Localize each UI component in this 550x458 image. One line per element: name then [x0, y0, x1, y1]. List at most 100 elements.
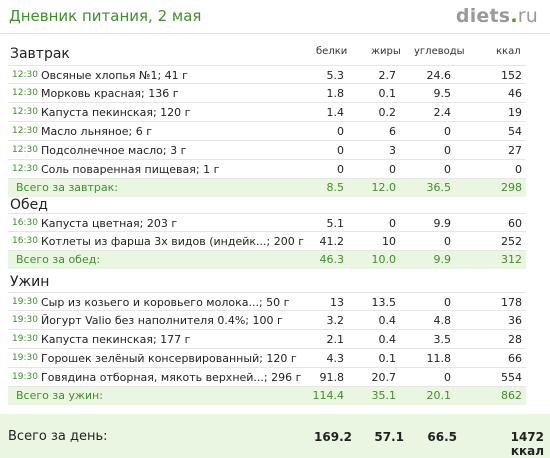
day-total-fat: 57.1: [374, 430, 404, 444]
food-row[interactable]: 19:30 Капуста пекинская; 177 г 2.1 0.4 3.5 28: [8, 330, 526, 349]
food-row[interactable]: 12:30 Овсяные хлопья №1; 41 г 5.3 2.7 24.6 15…: [8, 65, 526, 84]
meal-total-label: Всего за завтрак:: [16, 181, 119, 194]
food-carbs: 3.5: [433, 333, 452, 346]
food-time: 19:30: [12, 297, 38, 307]
meal-total-kcal: 312: [501, 253, 522, 266]
food-row[interactable]: 16:30 Котлеты из фарша 3х видов (индейк..…: [8, 232, 526, 251]
food-kcal: 27: [508, 144, 522, 157]
food-fat: 0: [389, 217, 396, 230]
food-time: 19:30: [12, 372, 38, 382]
food-protein: 0: [337, 144, 344, 157]
food-carbs: 0: [444, 163, 451, 176]
food-name[interactable]: Овсяные хлопья №1; 41 г: [41, 69, 188, 82]
meal-total-fat: 10.0: [371, 253, 397, 266]
logo-tld: ru: [517, 5, 538, 27]
food-row[interactable]: 19:30 Йогурт Valio без наполнителя 0.4%; …: [8, 311, 526, 330]
meal-total-protein: 8.5: [326, 181, 345, 194]
meal-total-lunch: Всего за обед: 46.3 10.0 9.9 312: [8, 251, 526, 269]
food-carbs: 4.8: [433, 314, 452, 327]
food-row[interactable]: 16:30 Капуста цветная; 203 г 5.1 0 9.9 60: [8, 213, 526, 232]
food-row[interactable]: 12:30 Соль поваренная пищевая; 1 г 0 0 0 0: [8, 160, 526, 179]
section-title-dinner: Ужин: [10, 274, 50, 290]
food-row[interactable]: 12:30 Морковь красная; 136 г 1.8 0.1 9.5 46: [8, 84, 526, 103]
food-name[interactable]: Капуста пекинская; 177 г: [41, 333, 191, 346]
section-title-breakfast: Завтрак: [10, 46, 70, 62]
food-row[interactable]: 12:30 Капуста пекинская; 120 г 1.4 0.2 2.4 19: [8, 103, 526, 122]
food-carbs: 9.5: [433, 87, 452, 100]
logo-main: diets: [455, 5, 511, 27]
food-name[interactable]: Говядина отборная, мякоть верхней...; 29…: [41, 371, 302, 384]
food-protein: 5.1: [326, 217, 345, 230]
food-protein: 1.4: [326, 106, 345, 119]
food-name[interactable]: Капуста пекинская; 120 г: [41, 106, 191, 119]
food-carbs: 0: [444, 296, 451, 309]
food-time: 16:30: [12, 218, 38, 228]
food-carbs: 24.6: [426, 69, 452, 82]
food-kcal: 0: [515, 163, 522, 176]
food-name[interactable]: Горошек зелёный консервированный; 120 г: [41, 352, 297, 365]
day-total-carbs: 66.5: [427, 430, 457, 444]
meal-total-breakfast: Всего за завтрак: 8.5 12.0 36.5 298: [8, 179, 526, 197]
meal-total-fat: 12.0: [371, 181, 397, 194]
food-time: 12:30: [12, 107, 38, 117]
food-kcal: 554: [501, 371, 522, 384]
col-protein: белки: [316, 46, 348, 57]
food-time: 12:30: [12, 88, 38, 98]
food-name[interactable]: Морковь красная; 136 г: [41, 87, 179, 100]
food-protein: 41.2: [319, 235, 345, 248]
food-row[interactable]: 19:30 Горошек зелёный консервированный; 1…: [8, 349, 526, 368]
food-name[interactable]: Масло льняное; 6 г: [41, 125, 153, 138]
meal-total-fat: 35.1: [371, 389, 397, 402]
site-logo[interactable]: diets.ru: [456, 5, 538, 27]
food-protein: 1.8: [326, 87, 345, 100]
food-name[interactable]: Сыр из козьего и коровьего молока...; 50…: [41, 296, 290, 309]
food-name[interactable]: Йогурт Valio без наполнителя 0.4%; 100 г: [41, 314, 283, 327]
food-protein: 13: [330, 296, 344, 309]
page-title: Дневник питания, 2 мая: [9, 7, 202, 25]
meal-total-kcal: 862: [501, 389, 522, 402]
col-carbs: углеводы: [414, 46, 465, 57]
food-kcal: 178: [501, 296, 522, 309]
meal-total-label: Всего за обед:: [16, 253, 101, 266]
food-row[interactable]: 12:30 Подсолнечное масло; 3 г 0 3 0 27: [8, 141, 526, 160]
food-kcal: 28: [508, 333, 522, 346]
food-name[interactable]: Подсолнечное масло; 3 г: [41, 144, 187, 157]
logo-dot: .: [510, 5, 518, 27]
food-name[interactable]: Капуста цветная; 203 г: [41, 217, 178, 230]
meal-total-carbs: 36.5: [426, 181, 452, 194]
food-carbs: 0: [444, 371, 451, 384]
food-protein: 5.3: [326, 69, 345, 82]
food-protein: 2.1: [326, 333, 345, 346]
food-name[interactable]: Соль поваренная пищевая; 1 г: [41, 163, 220, 176]
day-total: Всего за день: 169.2 57.1 66.5 1472 ккал: [0, 414, 550, 458]
food-protein: 0: [337, 125, 344, 138]
food-kcal: 54: [508, 125, 522, 138]
food-row[interactable]: 12:30 Масло льняное; 6 г 0 6 0 54: [8, 122, 526, 141]
food-fat: 0: [389, 163, 396, 176]
food-time: 12:30: [12, 70, 38, 80]
day-total-kcal: 1472 ккал: [510, 430, 544, 458]
food-name[interactable]: Котлеты из фарша 3х видов (индейк...; 20…: [41, 235, 304, 248]
food-kcal: 152: [501, 69, 522, 82]
food-carbs: 0: [444, 235, 451, 248]
food-time: 19:30: [12, 334, 38, 344]
food-fat: 0.1: [378, 352, 397, 365]
food-kcal: 252: [501, 235, 522, 248]
food-fat: 3: [389, 144, 396, 157]
meal-total-protein: 46.3: [319, 253, 345, 266]
meal-total-label: Всего за ужин:: [16, 389, 103, 402]
day-total-label: Всего за день:: [8, 429, 108, 444]
food-kcal: 19: [508, 106, 522, 119]
food-carbs: 2.4: [433, 106, 452, 119]
col-fat: жиры: [371, 46, 401, 57]
food-carbs: 11.8: [426, 352, 452, 365]
food-row[interactable]: 19:30 Говядина отборная, мякоть верхней..…: [8, 368, 526, 387]
food-protein: 0: [337, 163, 344, 176]
food-time: 19:30: [12, 353, 38, 363]
food-protein: 91.8: [319, 371, 345, 384]
day-total-protein: 169.2: [314, 430, 352, 444]
food-carbs: 9.9: [433, 217, 452, 230]
food-kcal: 36: [508, 314, 522, 327]
food-row[interactable]: 19:30 Сыр из козьего и коровьего молока..…: [8, 292, 526, 311]
food-time: 16:30: [12, 236, 38, 246]
